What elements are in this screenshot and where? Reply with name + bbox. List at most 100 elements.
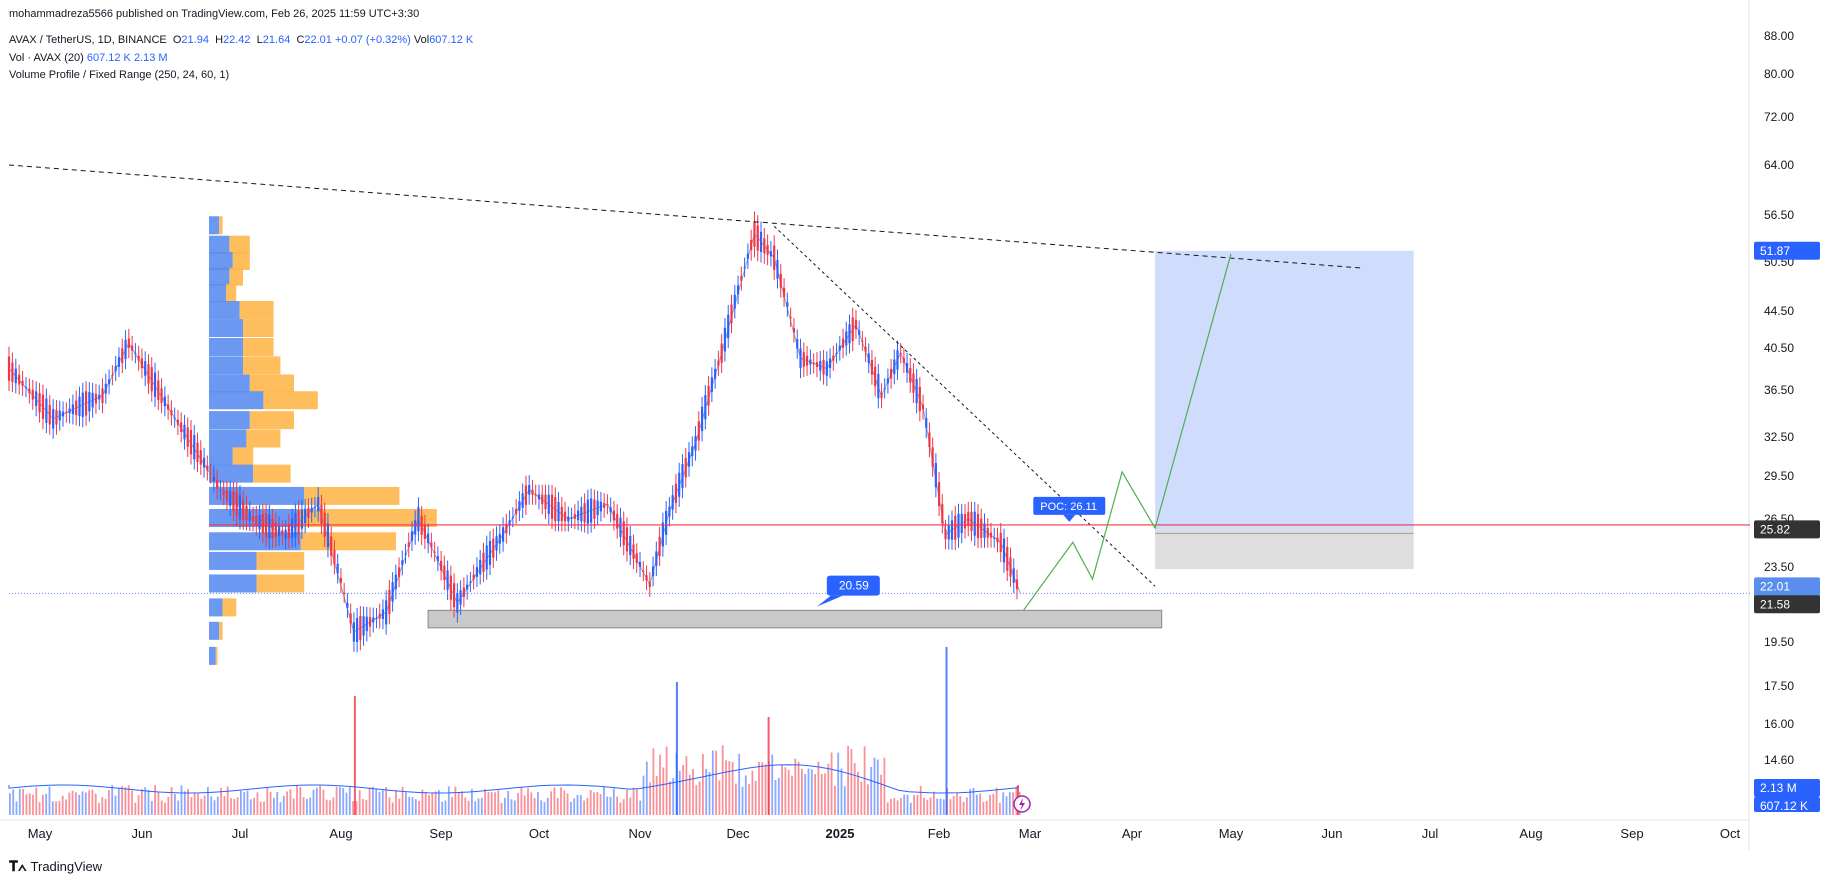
candle-body: [248, 511, 251, 521]
volume-bar: [348, 787, 351, 815]
candle-body: [580, 506, 583, 522]
x-tick-label: Dec: [726, 826, 750, 841]
volume-bar: [32, 794, 34, 815]
volume-bar: [546, 797, 549, 815]
volume-bar: [649, 782, 651, 815]
volume-bar: [718, 780, 721, 815]
volume-bar: [695, 784, 698, 815]
volume-bar: [98, 802, 100, 815]
candle-body: [189, 430, 193, 455]
x-tick-label: Nov: [628, 826, 652, 841]
candle-body: [277, 526, 281, 537]
candle-body: [694, 436, 697, 451]
x-tick-label: Sep: [1620, 826, 1643, 841]
candle-body: [440, 560, 443, 571]
volume-bar: [583, 800, 585, 815]
volume-bar: [758, 761, 760, 815]
candle-body: [333, 549, 336, 565]
volume-bar: [500, 802, 503, 815]
symbol-name[interactable]: AVAX / TetherUS, 1D, BINANCE: [9, 34, 167, 46]
y-tick-label: 80.00: [1764, 67, 1794, 81]
volume-bar: [223, 796, 226, 815]
candle-body: [443, 565, 446, 581]
candle-body: [802, 352, 805, 367]
candle-body: [819, 361, 822, 371]
volume-bar: [150, 800, 153, 815]
candle-body: [131, 345, 134, 351]
volume-bar: [728, 761, 731, 815]
volume-profile-down-bar: [243, 319, 274, 338]
support-label-pointer: [816, 595, 843, 607]
volume-bar: [982, 801, 985, 815]
candle-body: [921, 404, 925, 410]
volume-bar: [962, 801, 965, 815]
volume-bar: [296, 785, 298, 815]
volume-bar: [398, 798, 401, 815]
volume-bar: [78, 794, 81, 815]
candle-body: [1002, 538, 1006, 563]
volume-legend[interactable]: Vol · AVAX (20) 607.12 K 2.13 M: [9, 52, 168, 64]
candle-body: [346, 602, 349, 608]
candle-body: [482, 552, 485, 572]
volume-bar: [715, 750, 717, 815]
candle-body: [385, 600, 388, 625]
volume-bar: [471, 788, 473, 815]
volume-bar: [160, 800, 163, 815]
stop-price-tag-text: 21.58: [1760, 597, 1790, 611]
volume-bar: [177, 800, 180, 815]
volume-profile-down-bar: [219, 216, 223, 235]
candle-body: [137, 355, 140, 361]
tradingview-footer[interactable]: 𝐓∧ TradingView: [9, 858, 102, 875]
volume-spike-bar: [945, 647, 948, 815]
candle-body: [902, 357, 905, 363]
candle-body: [495, 536, 498, 551]
volume-bar: [292, 798, 295, 815]
volume-bar: [197, 792, 199, 815]
poc-label-text: POC: 26.11: [1040, 501, 1097, 513]
volume-bar: [249, 799, 252, 815]
volume-bar: [487, 791, 490, 815]
candle-body: [753, 221, 756, 247]
candle-body: [31, 389, 34, 400]
volume-bar: [302, 797, 305, 815]
y-tick-label: 17.50: [1764, 679, 1794, 693]
candle-body: [28, 388, 31, 394]
volume-bar: [579, 795, 582, 815]
poc-label-pointer: [1063, 514, 1076, 522]
target-price-tag-text: 51.87: [1760, 244, 1790, 258]
candle-body: [658, 536, 661, 557]
volume-bar: [253, 797, 255, 815]
volume-bar: [626, 789, 628, 815]
candle-body: [368, 617, 372, 627]
candle-body: [590, 498, 593, 523]
candle-body: [153, 372, 157, 397]
candle-body: [91, 392, 94, 408]
candle-body: [583, 503, 586, 523]
volume-bar: [923, 797, 925, 815]
volume-bar: [51, 801, 54, 815]
candle-body: [433, 551, 436, 553]
volume-bar: [180, 785, 183, 815]
volume-bar: [447, 786, 450, 815]
candle-body: [81, 392, 84, 418]
candle-body: [776, 259, 779, 279]
candle-body: [388, 589, 391, 615]
volume-bar: [309, 797, 312, 815]
candle-body: [996, 537, 999, 543]
candle-body: [101, 388, 104, 403]
x-tick-label: Oct: [529, 826, 550, 841]
volume-profile-down-bar: [226, 283, 237, 302]
volume-bar: [157, 792, 160, 815]
candle-body: [877, 373, 880, 399]
volume-profile-legend[interactable]: Volume Profile / Fixed Range (250, 24, 6…: [9, 69, 230, 81]
candle-body: [222, 490, 225, 496]
volume-bar: [84, 792, 87, 815]
volume-bar: [42, 794, 44, 815]
volume-profile-up-bar: [209, 391, 264, 410]
support-zone: [427, 609, 1163, 629]
candle-body: [505, 523, 508, 534]
volume-bar: [15, 801, 18, 815]
volume-bar: [236, 797, 239, 815]
candle-body: [648, 582, 651, 587]
